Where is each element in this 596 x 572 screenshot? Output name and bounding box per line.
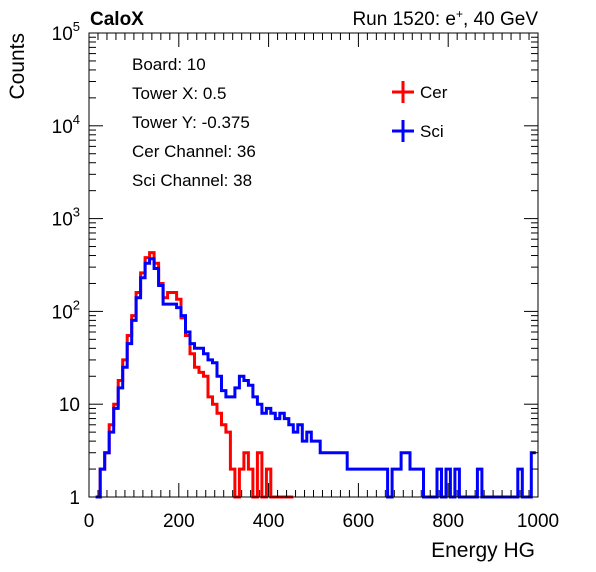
legend-cer-marker (392, 81, 414, 103)
x-axis-label: Energy HG (431, 539, 535, 562)
info-tower-x: Tower X: 0.5 (132, 84, 227, 103)
x-tick-label: 800 (432, 511, 464, 532)
x-tick-label: 600 (343, 511, 375, 532)
y-tick-label: 103 (52, 205, 80, 231)
x-tick-label: 0 (84, 511, 95, 532)
x-tick-label: 400 (253, 511, 285, 532)
run-info-prefix: Run 1520: e (352, 9, 456, 30)
info-tower-y: Tower Y: -0.375 (132, 113, 250, 132)
info-cer-channel: Cer Channel: 36 (132, 142, 256, 161)
run-info-suffix: , 40 GeV (463, 9, 538, 30)
info-sci-channel: Sci Channel: 38 (132, 171, 252, 190)
run-info-sup: + (456, 7, 463, 21)
info-board: Board: 10 (132, 55, 206, 74)
legend-cer-label: Cer (420, 83, 448, 102)
run-info: Run 1520: e+, 40 GeV (352, 7, 538, 30)
series-cer-line (95, 251, 294, 499)
x-tick-label: 1000 (517, 511, 559, 532)
y-tick-labels: 1 10 102 103 104 105 (52, 19, 80, 509)
legend: Cer Sci (392, 81, 448, 142)
legend-sci-marker (392, 120, 414, 142)
y-tick-label: 102 (52, 297, 80, 323)
info-box (120, 48, 360, 203)
frame-layer (88, 32, 539, 498)
y-tick-label: 1 (69, 488, 80, 509)
y-tick-label: 104 (52, 112, 80, 138)
series-sci-line (95, 257, 536, 499)
experiment-label: CaloX (90, 9, 144, 30)
y-tick-label: 105 (52, 19, 80, 45)
x-tick-label: 200 (163, 511, 195, 532)
series-layer (95, 251, 536, 499)
legend-sci-label: Sci (420, 122, 444, 141)
x-tick-labels: 0 200 400 600 800 1000 (84, 511, 559, 532)
y-tick-label: 10 (59, 395, 80, 416)
y-axis-label: Counts (6, 33, 29, 100)
